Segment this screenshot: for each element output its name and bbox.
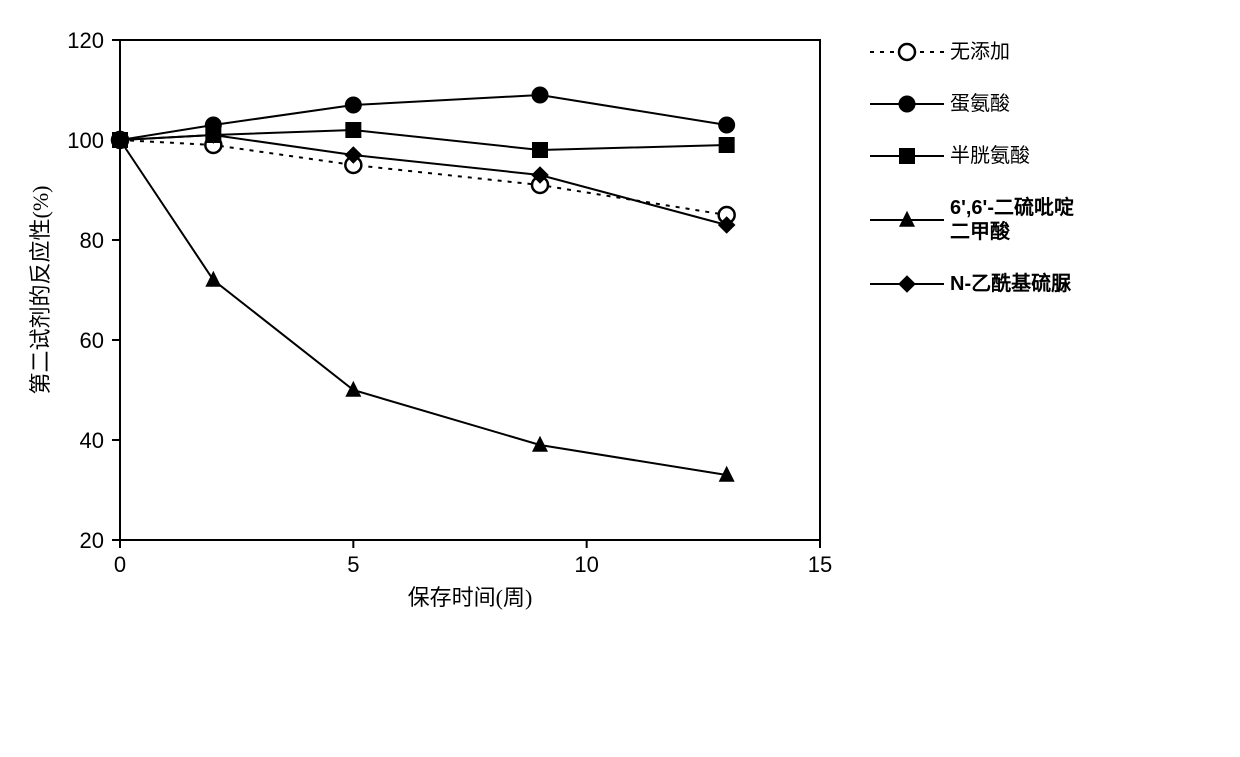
legend-label: 半胱氨酸 [950, 144, 1030, 168]
svg-text:120: 120 [67, 28, 104, 53]
svg-text:20: 20 [80, 528, 104, 553]
legend: 无添加蛋氨酸半胱氨酸 6',6'-二硫吡啶二甲酸 N-乙酰基硫脲 [870, 40, 1074, 324]
legend-label: 无添加 [950, 40, 1010, 64]
legend-marker-square-filled [870, 146, 944, 166]
svg-text:60: 60 [80, 328, 104, 353]
legend-item: 蛋氨酸 [870, 92, 1074, 116]
svg-text:保存时间(周): 保存时间(周) [408, 585, 533, 610]
legend-item: N-乙酰基硫脲 [870, 272, 1074, 296]
legend-marker-diamond-filled [870, 274, 944, 294]
chart-container: 0 5 10 15 20 40 60 80 100 120 保存时间(周) 第二试剂的反应性(%) 无… [20, 20, 1220, 620]
svg-text:5: 5 [347, 552, 359, 577]
legend-label: N-乙酰基硫脲 [950, 272, 1071, 296]
legend-item: 半胱氨酸 [870, 144, 1074, 168]
svg-text:0: 0 [114, 552, 126, 577]
series-6',6'-二硫吡啶二甲酸 [112, 131, 735, 482]
series-无添加 [112, 132, 735, 223]
svg-text:第二试剂的反应性(%): 第二试剂的反应性(%) [28, 186, 53, 395]
legend-marker-circle-open [870, 42, 944, 62]
series-半胱氨酸 [112, 122, 735, 158]
legend-marker-triangle-filled [870, 210, 944, 230]
legend-label: 6',6'-二硫吡啶二甲酸 [950, 196, 1074, 244]
legend-item: 6',6'-二硫吡啶二甲酸 [870, 196, 1074, 244]
legend-marker-circle-filled [870, 94, 944, 114]
line-chart: 0 5 10 15 20 40 60 80 100 120 保存时间(周) 第二试剂的反应性(%) [20, 20, 840, 620]
svg-text:100: 100 [67, 128, 104, 153]
legend-label: 蛋氨酸 [950, 92, 1010, 116]
legend-item: 无添加 [870, 40, 1074, 64]
svg-text:10: 10 [574, 552, 598, 577]
svg-text:80: 80 [80, 228, 104, 253]
svg-text:40: 40 [80, 428, 104, 453]
svg-text:15: 15 [808, 552, 832, 577]
